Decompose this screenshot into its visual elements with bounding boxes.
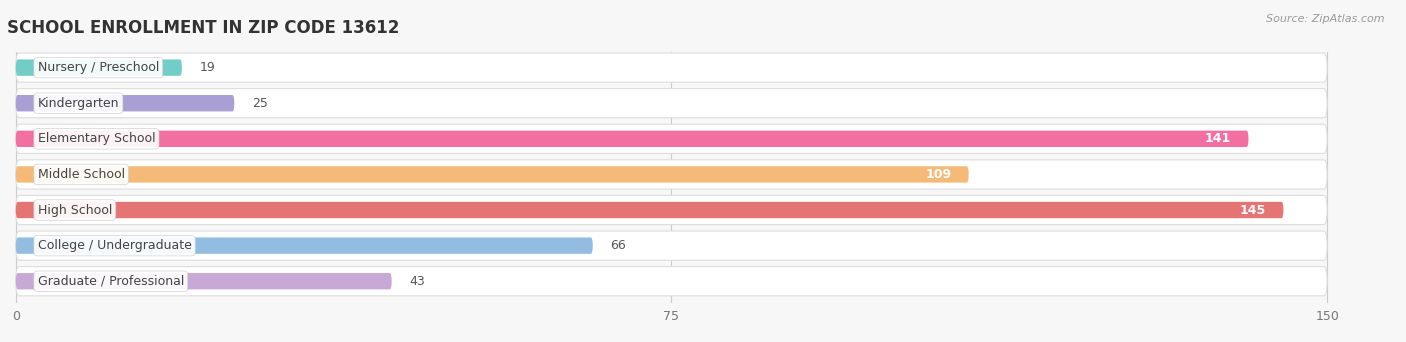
Text: Middle School: Middle School (38, 168, 125, 181)
Text: High School: High School (38, 203, 112, 216)
Text: SCHOOL ENROLLMENT IN ZIP CODE 13612: SCHOOL ENROLLMENT IN ZIP CODE 13612 (7, 19, 399, 37)
FancyBboxPatch shape (15, 231, 1327, 260)
FancyBboxPatch shape (15, 60, 181, 76)
Text: Source: ZipAtlas.com: Source: ZipAtlas.com (1267, 14, 1385, 24)
FancyBboxPatch shape (15, 95, 235, 111)
Text: Nursery / Preschool: Nursery / Preschool (38, 61, 159, 74)
FancyBboxPatch shape (15, 273, 392, 289)
Text: 109: 109 (925, 168, 952, 181)
Text: 66: 66 (610, 239, 626, 252)
Text: 25: 25 (252, 97, 267, 110)
FancyBboxPatch shape (15, 237, 593, 254)
Text: 43: 43 (409, 275, 425, 288)
Text: Elementary School: Elementary School (38, 132, 155, 145)
Text: 145: 145 (1240, 203, 1265, 216)
FancyBboxPatch shape (15, 89, 1327, 118)
FancyBboxPatch shape (15, 202, 1284, 218)
FancyBboxPatch shape (15, 53, 1327, 82)
FancyBboxPatch shape (15, 124, 1327, 154)
FancyBboxPatch shape (15, 160, 1327, 189)
Text: 19: 19 (200, 61, 215, 74)
Text: Kindergarten: Kindergarten (38, 97, 120, 110)
Text: College / Undergraduate: College / Undergraduate (38, 239, 191, 252)
FancyBboxPatch shape (15, 195, 1327, 225)
Text: 141: 141 (1205, 132, 1232, 145)
FancyBboxPatch shape (15, 267, 1327, 296)
Text: Graduate / Professional: Graduate / Professional (38, 275, 184, 288)
FancyBboxPatch shape (15, 166, 969, 183)
FancyBboxPatch shape (15, 131, 1249, 147)
